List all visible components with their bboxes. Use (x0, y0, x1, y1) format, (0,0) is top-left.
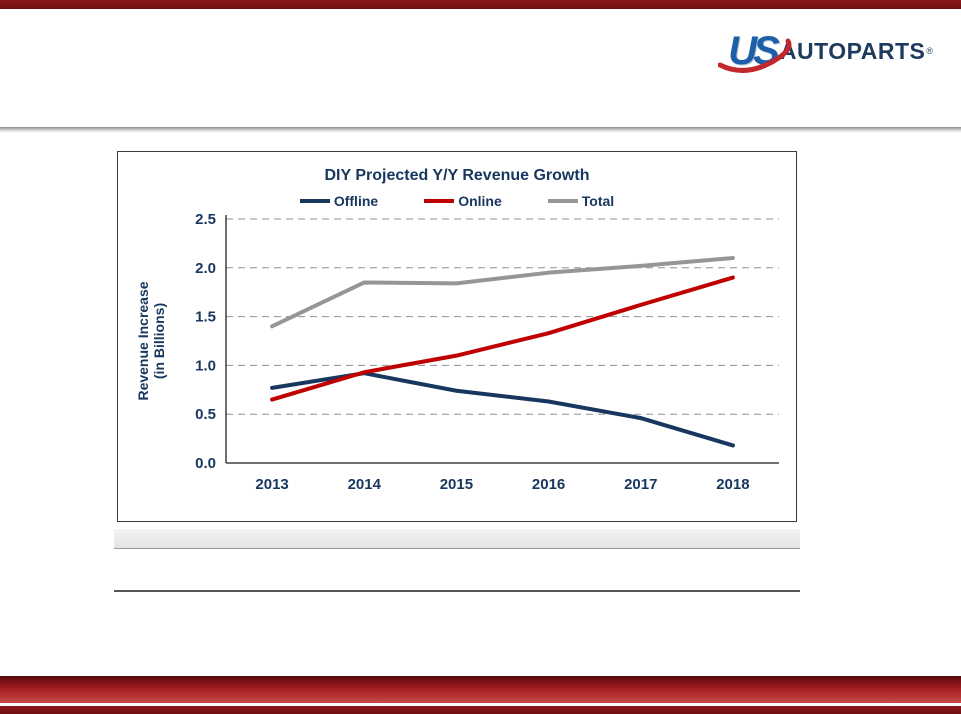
y-tick-label: 2.0 (195, 260, 216, 277)
logo-us-text: US (718, 29, 792, 73)
logo-autoparts-label: AUTOPARTS (779, 37, 926, 64)
y-tick-label: 1.0 (195, 357, 216, 374)
y-tick-label: 0.0 (195, 455, 216, 472)
logo-us-label: US (728, 29, 780, 73)
bottom-red-strip (0, 706, 961, 714)
company-logo: US AUTOPARTS ® (718, 28, 933, 74)
x-tick-label: 2014 (348, 476, 382, 493)
legend-item-online: Online (424, 193, 502, 209)
notes-placeholder-band (114, 529, 800, 549)
x-tick-label: 2017 (624, 476, 657, 493)
series-line-offline (270, 371, 735, 448)
x-tick-label: 2018 (716, 476, 749, 493)
y-tick-label: 1.5 (195, 309, 216, 326)
top-red-bar (0, 0, 961, 9)
legend-swatch-offline (299, 199, 330, 203)
notes-placeholder-line (114, 590, 800, 592)
chart-title: DIY Projected Y/Y Revenue Growth (324, 167, 590, 184)
legend-label-online: Online (458, 193, 502, 209)
chart-panel: DIY Projected Y/Y Revenue Growth Offline… (117, 151, 797, 522)
legend-item-total: Total (547, 193, 615, 209)
y-tick-label: 2.5 (195, 211, 216, 228)
line-chart: 0.0 0.5 1.0 1.5 2.0 2.5 2013 2014 2015 2016 2017 20… (135, 211, 779, 493)
bottom-red-bar (0, 676, 961, 703)
legend-item-offline: Offline (299, 193, 379, 209)
chart-legend: Offline Online Total (118, 193, 796, 209)
legend-label-offline: Offline (333, 193, 379, 209)
x-tick-label: 2013 (255, 476, 288, 493)
legend-swatch-online (424, 199, 455, 203)
x-tick-label: 2016 (532, 476, 565, 493)
series-line-online (270, 275, 735, 402)
legend-label-total: Total (581, 193, 615, 209)
y-tick-label: 0.5 (195, 406, 216, 423)
y-axis-label: Revenue Increase(in Billions) (135, 281, 167, 400)
logo-trademark: ® (926, 46, 933, 56)
legend-swatch-total (547, 199, 578, 203)
header-divider (0, 127, 961, 133)
series-line-total (270, 256, 735, 329)
x-tick-label: 2015 (440, 476, 473, 493)
